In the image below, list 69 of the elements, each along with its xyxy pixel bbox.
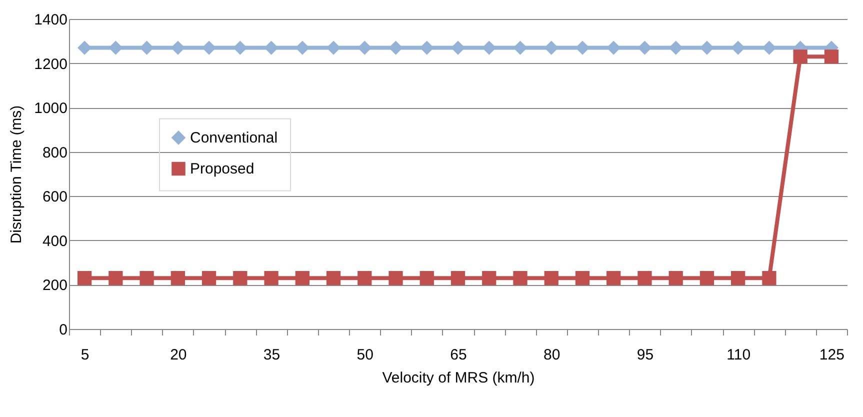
x-tick-label: 95 <box>636 346 654 364</box>
point <box>544 40 558 55</box>
point <box>482 271 496 286</box>
point <box>793 50 808 64</box>
point <box>638 271 652 286</box>
point <box>295 40 310 55</box>
point <box>731 40 746 55</box>
point <box>170 271 185 286</box>
point <box>668 40 683 55</box>
point <box>575 271 590 286</box>
point <box>202 271 216 286</box>
y-tick-label: 200 <box>42 277 68 294</box>
point <box>233 271 248 286</box>
x-axis-title: Velocity of MRS (km/h) <box>382 370 535 386</box>
y-tick-label: 1400 <box>34 12 68 28</box>
x-tick-label: 125 <box>819 346 844 364</box>
point <box>824 50 839 64</box>
point <box>202 40 216 55</box>
y-tick-label: 0 <box>59 322 68 338</box>
y-tick-label: 400 <box>42 232 68 250</box>
point <box>264 40 278 55</box>
point <box>108 40 123 55</box>
point <box>77 40 92 55</box>
point <box>450 40 466 55</box>
point <box>762 271 776 286</box>
y-tick-label: 800 <box>42 144 68 162</box>
point <box>108 271 123 286</box>
point <box>326 271 341 286</box>
point <box>606 40 621 55</box>
point <box>295 271 310 286</box>
point <box>233 40 248 55</box>
legend-label: Proposed <box>190 160 254 178</box>
point <box>450 271 466 286</box>
legend-label: Conventional <box>190 130 278 147</box>
x-tick-label: 110 <box>726 346 751 364</box>
point <box>668 271 683 286</box>
x-tick-label: 20 <box>170 346 187 364</box>
point <box>513 271 528 286</box>
y-axis-title: Disruption Time (ms) <box>8 105 26 244</box>
point <box>77 271 92 286</box>
point <box>358 271 372 286</box>
point <box>420 271 434 286</box>
point <box>762 40 776 55</box>
point <box>731 271 746 286</box>
point <box>326 40 341 55</box>
point <box>388 271 403 286</box>
point <box>170 40 185 55</box>
point <box>388 40 403 55</box>
x-tick-label: 50 <box>356 346 374 364</box>
point <box>140 40 154 55</box>
y-tick-label: 1000 <box>34 100 68 118</box>
point <box>700 271 714 286</box>
point <box>544 271 558 286</box>
point <box>638 40 652 55</box>
point <box>420 40 434 55</box>
x-tick-label: 80 <box>544 346 560 364</box>
point <box>606 271 621 286</box>
x-tick-label: 5 <box>80 346 90 364</box>
point <box>264 271 278 286</box>
point <box>140 271 154 286</box>
point <box>482 40 496 55</box>
point <box>575 40 590 55</box>
y-tick-label: 600 <box>42 188 68 206</box>
y-tick-label: 1200 <box>34 56 68 73</box>
point <box>513 40 528 55</box>
point <box>358 40 372 55</box>
x-tick-label: 65 <box>450 346 467 364</box>
x-tick-label: 35 <box>263 346 280 364</box>
point <box>700 40 714 55</box>
